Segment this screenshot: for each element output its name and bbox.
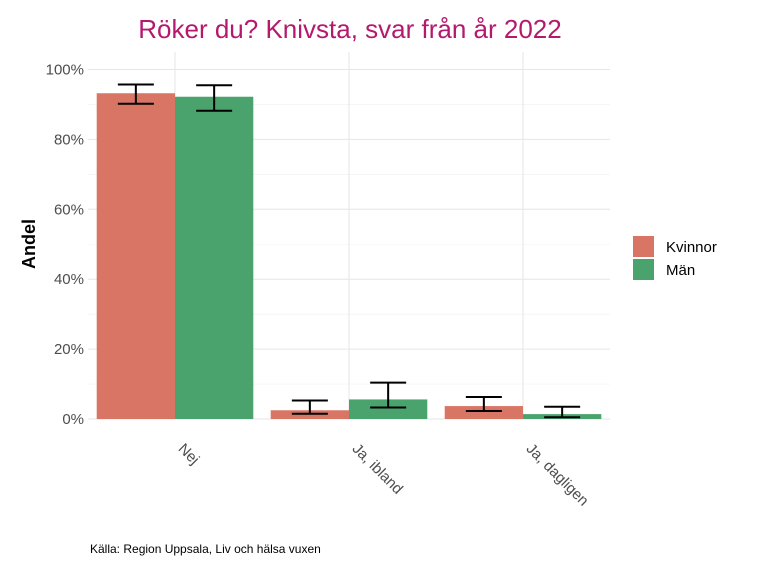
legend-label: Kvinnor bbox=[666, 239, 717, 256]
x-tick-label: Nej bbox=[175, 440, 203, 468]
bar-kvinnor-2 bbox=[444, 406, 523, 419]
chart-title: Röker du? Knivsta, svar från år 2022 bbox=[138, 14, 561, 44]
x-tick-labels: Nej Ja, ibland Ja, dagligen bbox=[175, 440, 592, 509]
legend: Kvinnor Män bbox=[633, 236, 717, 280]
y-tick-label: 100% bbox=[46, 61, 84, 78]
x-tick-label: Ja, dagligen bbox=[523, 440, 592, 509]
y-axis-label: Andel bbox=[19, 219, 39, 269]
bars bbox=[96, 93, 602, 420]
y-tick-label: 40% bbox=[54, 271, 84, 288]
bar-män-1 bbox=[349, 399, 428, 419]
legend-label: Män bbox=[666, 262, 695, 279]
legend-swatch-män bbox=[633, 259, 654, 280]
y-tick-label: 0% bbox=[62, 411, 84, 428]
bar-kvinnor-0 bbox=[96, 93, 175, 420]
y-tick-label: 60% bbox=[54, 201, 84, 218]
error-bars bbox=[117, 83, 581, 419]
x-tick-label: Ja, ibland bbox=[349, 440, 406, 497]
legend-swatch-kvinnor bbox=[633, 236, 654, 257]
y-tick-label: 20% bbox=[54, 341, 84, 358]
bar-män-0 bbox=[175, 96, 254, 419]
y-tick-labels: 0% 20% 40% 60% 80% 100% bbox=[46, 61, 84, 428]
source-caption: Källa: Region Uppsala, Liv och hälsa vux… bbox=[90, 542, 321, 556]
y-tick-label: 80% bbox=[54, 131, 84, 148]
